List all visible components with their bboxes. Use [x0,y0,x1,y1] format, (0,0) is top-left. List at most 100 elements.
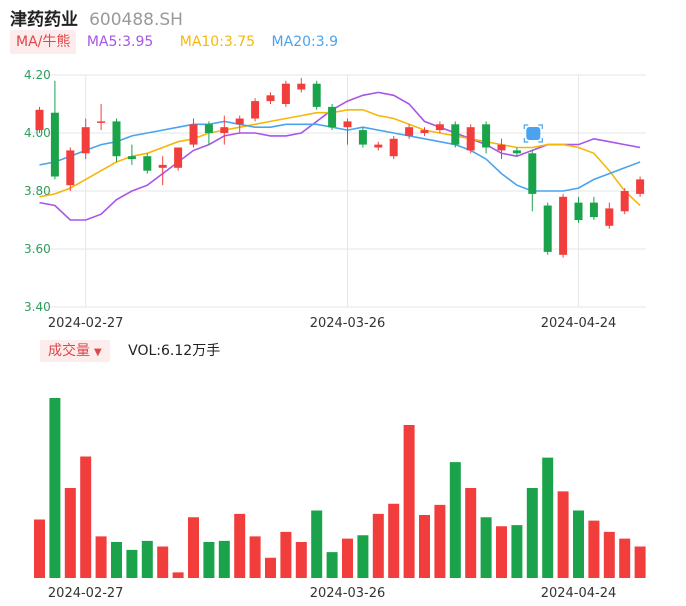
candle-body [50,112,59,177]
candle-body [127,156,136,160]
stock-name: 津药药业 [10,10,78,30]
volume-bar [280,531,292,578]
candle [158,156,167,186]
candle [297,77,306,93]
x-tick-label: 2024-02-27 [48,316,124,331]
candle [605,202,614,229]
candle [543,202,552,255]
y-tick-label: 3.60 [24,242,51,256]
volume-bar [126,549,138,578]
ma10-legend: MA10:3.75 [179,34,256,50]
x-tick-label: 2024-03-26 [310,586,386,601]
ma-line-ma10 [39,109,641,207]
marker-icon-body [526,127,541,140]
candle [620,188,629,215]
volume-bar [372,513,384,578]
volume-bar [434,504,446,578]
candle-body [420,130,429,133]
volume-bar [326,552,338,578]
x-tick-label: 2024-02-27 [48,586,124,601]
volume-bar [218,540,230,578]
candle-body [620,191,629,212]
candle-body [528,153,537,194]
volume-toggle-label: 成交量 [48,343,90,359]
candle-body [66,150,75,186]
candle [112,118,121,162]
volume-bars [34,398,646,578]
candle-body [512,150,521,154]
volume-bar [311,510,323,578]
candle [559,193,568,258]
marker-icon-frame [523,124,543,143]
volume-bar [188,517,199,578]
volume-bar [573,510,584,578]
candle [235,115,244,133]
event-marker-icon [523,124,543,143]
candle [589,196,598,220]
volume-bar [634,546,646,578]
ma-toggle-button[interactable]: MA/牛熊 [10,30,77,54]
volume-bar [249,536,261,578]
volume-bar [80,456,92,578]
volume-bar [557,491,569,578]
candle-body [297,83,306,90]
volume-bar [34,519,45,578]
volume-bar [172,572,184,578]
price-grid [30,74,646,308]
price-y-axis: 4.20 4.00 3.80 3.60 3.40 [24,68,51,314]
volume-legend: 成交量 ▼ VOL:6.12万手 [40,340,220,362]
candle [374,141,383,151]
candle [435,121,444,133]
candle-body [466,127,475,151]
candle-body [312,83,321,107]
candle [143,153,152,174]
x-tick-label: 2024-03-26 [310,316,386,331]
candle [328,104,337,131]
candle-body [435,124,444,131]
chevron-down-icon: ▼ [94,347,102,358]
candle [512,147,521,157]
volume-bar [295,542,307,578]
candle-body [97,121,106,123]
y-tick-label: 4.00 [24,126,51,140]
volume-bar [526,488,538,578]
volume-bar [64,488,76,578]
candle-body [374,144,383,148]
candle-body [189,124,198,145]
price-x-axis: 2024-02-27 2024-03-26 2024-04-24 [48,316,616,331]
y-tick-label: 3.80 [24,184,51,198]
candle-body [636,179,645,194]
ma-line-ma20 [39,120,641,192]
candle [266,92,275,104]
ma-line-ma5 [39,91,641,221]
x-tick-label: 2024-04-24 [541,316,617,331]
candle [251,98,260,122]
candle [127,144,136,165]
volume-x-axis: 2024-02-27 2024-03-26 2024-04-24 [48,586,616,601]
ma20-legend: MA20:3.9 [271,34,338,50]
candle [281,80,290,107]
candle [497,138,506,160]
volume-bar [603,531,615,578]
moving-average-lines [39,91,641,221]
candle [343,118,352,145]
volume-value: VOL:6.12万手 [128,343,221,359]
candle [189,118,198,148]
stock-header: 津药药业 600488.SH [10,5,183,30]
candle [97,104,106,131]
volume-bar [141,540,153,578]
candle-body [281,83,290,104]
volume-bar [203,542,215,578]
candle [174,147,183,171]
candle [389,135,398,160]
volume-bar [157,546,169,578]
volume-bar [95,536,107,578]
candle [220,115,229,145]
candle [204,121,213,145]
volume-toggle-button[interactable]: 成交量 ▼ [40,340,110,362]
volume-bar [388,503,400,578]
candle-body [559,196,568,255]
volume-bar [234,513,246,578]
candle-body [358,130,367,145]
